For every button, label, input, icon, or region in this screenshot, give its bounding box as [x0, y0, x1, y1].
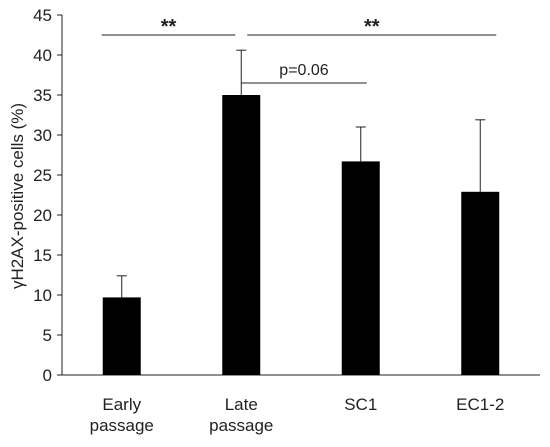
- significance-stars: **: [161, 16, 177, 38]
- y-tick-label: 25: [33, 166, 52, 185]
- bar: [222, 95, 261, 375]
- y-tick-label: 10: [33, 286, 52, 305]
- category-label: passage: [90, 416, 154, 435]
- y-tick-label: 30: [33, 126, 52, 145]
- category-label: Late: [225, 395, 258, 414]
- y-tick-label: 5: [43, 326, 52, 345]
- bar: [461, 191, 500, 375]
- bar: [341, 161, 380, 375]
- category-label: Early: [102, 395, 141, 414]
- y-tick-label: 0: [43, 366, 52, 385]
- bar: [102, 297, 141, 375]
- category-label: passage: [209, 416, 273, 435]
- y-tick-label: 45: [33, 6, 52, 25]
- y-tick-label: 15: [33, 246, 52, 265]
- p-value-label: p=0.06: [279, 62, 328, 79]
- plot-area: 0 5 10 15 20 25 30 35 40 45 Early passage Late passag…: [33, 6, 540, 435]
- y-tick-label: 20: [33, 206, 52, 225]
- significance-stars: **: [364, 16, 380, 38]
- y-tick-label: 40: [33, 46, 52, 65]
- y-tick-label: 35: [33, 86, 52, 105]
- category-label: EC1-2: [456, 395, 504, 414]
- y-axis-label: γH2AX-positive cells (%): [8, 103, 27, 289]
- category-label: SC1: [344, 395, 377, 414]
